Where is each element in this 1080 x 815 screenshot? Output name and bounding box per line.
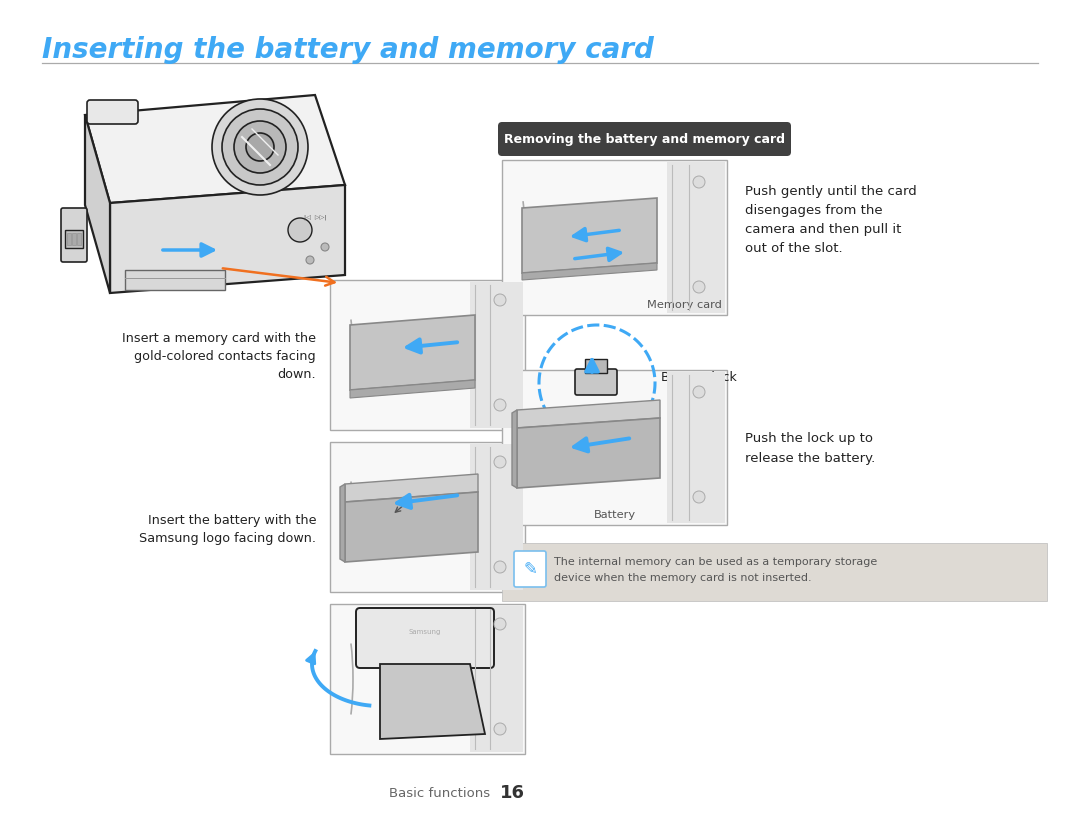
Polygon shape — [350, 380, 475, 398]
Text: Samsung logo facing down.: Samsung logo facing down. — [139, 532, 316, 545]
Text: camera and then pull it: camera and then pull it — [745, 223, 902, 236]
Bar — [667, 372, 725, 523]
FancyBboxPatch shape — [502, 543, 1047, 601]
Circle shape — [288, 218, 312, 242]
FancyBboxPatch shape — [514, 551, 546, 587]
Polygon shape — [110, 185, 345, 293]
Text: Insert the battery with the: Insert the battery with the — [148, 514, 316, 527]
Polygon shape — [350, 315, 475, 390]
FancyBboxPatch shape — [575, 369, 617, 395]
Circle shape — [222, 109, 298, 185]
Bar — [585, 359, 607, 373]
Bar — [667, 162, 725, 313]
Bar — [470, 282, 523, 428]
Text: Insert a memory card with the: Insert a memory card with the — [122, 332, 316, 345]
Bar — [502, 370, 727, 525]
Polygon shape — [380, 664, 485, 739]
Bar — [67, 233, 71, 245]
Circle shape — [321, 243, 329, 251]
Polygon shape — [522, 198, 657, 273]
Polygon shape — [522, 263, 657, 280]
Circle shape — [494, 294, 507, 306]
Circle shape — [212, 99, 308, 195]
Polygon shape — [85, 115, 110, 293]
Text: 16: 16 — [500, 784, 525, 802]
Circle shape — [494, 456, 507, 468]
Text: Battery: Battery — [593, 510, 635, 520]
FancyBboxPatch shape — [60, 208, 87, 262]
Text: gold-colored contacts facing: gold-colored contacts facing — [134, 350, 316, 363]
FancyBboxPatch shape — [356, 608, 494, 668]
Bar — [77, 233, 81, 245]
Text: down.: down. — [278, 368, 316, 381]
FancyBboxPatch shape — [498, 122, 791, 156]
Bar — [470, 606, 523, 752]
Circle shape — [306, 256, 314, 264]
Bar — [72, 233, 76, 245]
Text: Inserting the battery and memory card: Inserting the battery and memory card — [42, 36, 653, 64]
Bar — [502, 160, 727, 315]
Circle shape — [246, 133, 274, 161]
Text: device when the memory card is not inserted.: device when the memory card is not inser… — [554, 573, 812, 583]
Text: Push gently until the card: Push gently until the card — [745, 185, 917, 198]
FancyBboxPatch shape — [87, 100, 138, 124]
Text: disengages from the: disengages from the — [745, 204, 882, 217]
Circle shape — [494, 399, 507, 411]
Polygon shape — [345, 474, 478, 502]
Bar — [470, 444, 523, 590]
Polygon shape — [340, 484, 345, 562]
Text: Samsung: Samsung — [409, 629, 442, 635]
Bar — [330, 280, 525, 430]
Bar — [125, 270, 225, 290]
Text: Battery lock: Battery lock — [661, 372, 737, 385]
Bar — [330, 604, 525, 754]
Circle shape — [693, 491, 705, 503]
Circle shape — [234, 121, 286, 173]
Circle shape — [693, 176, 705, 188]
Text: The internal memory can be used as a temporary storage: The internal memory can be used as a tem… — [554, 557, 877, 567]
Text: release the battery.: release the battery. — [745, 452, 875, 465]
Text: Push the lock up to: Push the lock up to — [745, 432, 873, 445]
Polygon shape — [345, 492, 478, 562]
Bar — [330, 442, 525, 592]
Polygon shape — [517, 400, 660, 428]
Circle shape — [693, 386, 705, 398]
Polygon shape — [85, 95, 345, 203]
Text: |◁  ▷▷|: |◁ ▷▷| — [303, 214, 326, 220]
Text: Memory card: Memory card — [647, 300, 723, 310]
Circle shape — [494, 723, 507, 735]
Text: Removing the battery and memory card: Removing the battery and memory card — [504, 133, 785, 146]
Circle shape — [693, 281, 705, 293]
Text: out of the slot.: out of the slot. — [745, 242, 842, 255]
Text: Basic functions: Basic functions — [389, 787, 490, 800]
Bar — [65, 230, 83, 248]
Text: ✎: ✎ — [523, 560, 537, 578]
Polygon shape — [512, 410, 517, 488]
Polygon shape — [517, 418, 660, 488]
Circle shape — [494, 618, 507, 630]
Circle shape — [494, 561, 507, 573]
